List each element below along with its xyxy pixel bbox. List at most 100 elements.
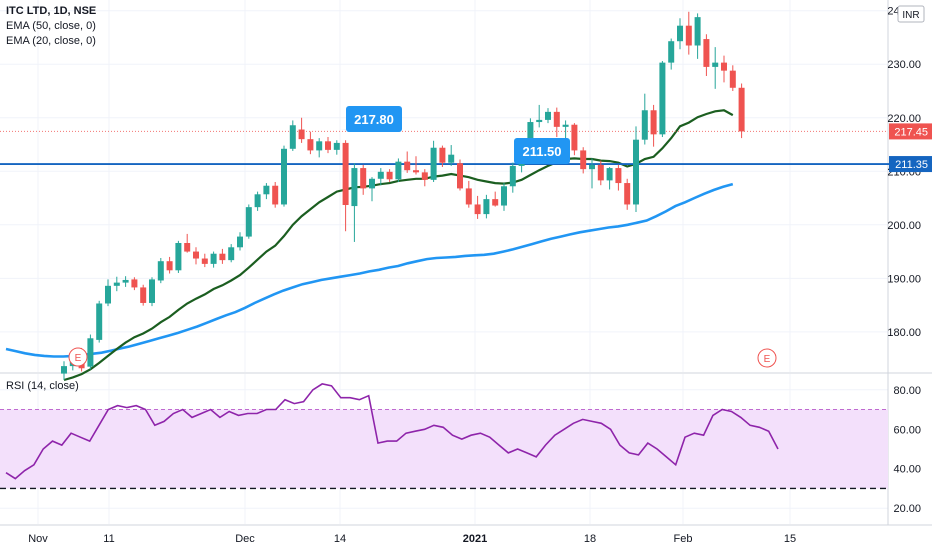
candle-body — [316, 141, 323, 151]
callout-211-50: 211.50 — [506, 138, 570, 164]
candle — [87, 334, 94, 370]
candle — [562, 120, 569, 139]
time-tick-label: 18 — [584, 533, 596, 545]
candle-body — [571, 124, 578, 151]
candle — [430, 140, 437, 182]
candle-body — [492, 199, 499, 206]
earnings-marker: E — [757, 348, 777, 368]
candle — [316, 138, 323, 158]
candle — [140, 284, 147, 306]
candle-body — [254, 194, 261, 208]
earnings-marker-circle — [68, 347, 88, 367]
candle-body — [105, 285, 111, 304]
candle-body — [457, 163, 463, 189]
candle-body — [404, 161, 411, 171]
candle-body — [641, 110, 648, 140]
callout-217-80-label: 217.80 — [354, 112, 394, 127]
candle — [360, 164, 367, 195]
candle-body — [553, 111, 560, 127]
candle — [333, 140, 340, 155]
chart-legend: ITC LTD, 1D, NSE EMA (50, close, 0) EMA … — [6, 4, 96, 49]
candle — [395, 158, 402, 182]
level-price-tag: 211.35 — [889, 156, 932, 173]
candle — [122, 276, 129, 287]
candle — [659, 61, 666, 138]
candle-body — [729, 70, 736, 88]
candle-body — [87, 338, 94, 367]
candle-body — [597, 164, 604, 181]
candle-body — [237, 236, 243, 248]
candle-body — [333, 142, 340, 150]
candle-body — [298, 129, 305, 140]
candle-body — [536, 119, 543, 123]
time-tick-label: 15 — [784, 533, 796, 545]
candle — [457, 159, 463, 191]
candle — [694, 13, 701, 59]
candle-body — [386, 171, 393, 180]
candle-body — [272, 185, 279, 205]
candle — [377, 168, 384, 186]
rsi-tick-label: 40.00 — [893, 464, 921, 476]
candle — [677, 18, 683, 50]
candle-body — [360, 168, 367, 189]
candle-body — [157, 261, 164, 281]
candle — [105, 279, 111, 307]
callout-211-50-box — [514, 138, 570, 164]
candle — [404, 151, 411, 173]
candle-body — [377, 171, 384, 179]
earnings-marker: E — [68, 347, 88, 367]
candle-body — [448, 154, 455, 163]
candle-body — [289, 125, 296, 149]
candle-body — [694, 17, 701, 46]
candle-body — [369, 178, 375, 189]
candle — [712, 47, 719, 89]
earnings-marker-circle — [757, 348, 777, 368]
candle — [201, 253, 208, 268]
candle — [685, 11, 692, 55]
candle-body — [421, 172, 428, 180]
rsi-tick-label: 20.00 — [893, 503, 921, 515]
candle-body — [545, 111, 551, 120]
candle — [272, 181, 279, 208]
candle — [157, 257, 164, 284]
candle-body — [509, 165, 516, 187]
candle — [219, 248, 226, 264]
candle-body — [140, 287, 147, 303]
candle-body — [580, 150, 587, 170]
candle-body — [325, 141, 331, 150]
candle-body — [131, 279, 138, 288]
currency-badge: INR — [897, 5, 925, 23]
candle — [175, 240, 182, 273]
candle — [465, 180, 472, 208]
candle — [166, 256, 173, 274]
candle — [254, 191, 261, 211]
candle — [703, 34, 710, 77]
candle-body — [184, 243, 191, 252]
candle — [342, 140, 349, 232]
candle — [624, 178, 631, 210]
candle — [615, 164, 622, 191]
rsi-band — [0, 409, 888, 489]
candle — [289, 120, 296, 151]
ema50-line — [5, 182, 734, 358]
candle-body — [483, 199, 490, 215]
currency-box — [897, 5, 925, 23]
candle — [325, 137, 331, 154]
callout-217-80: 217.80 — [340, 106, 402, 132]
candle — [298, 117, 305, 143]
legend-ema20: EMA (20, close, 0) — [6, 35, 96, 47]
candle — [210, 251, 217, 268]
candle-body — [413, 170, 419, 173]
currency-label: INR — [902, 10, 919, 21]
candle-body — [122, 279, 129, 283]
candle — [421, 169, 428, 187]
callout-217-80-box — [346, 106, 402, 132]
candle-body — [474, 204, 481, 215]
candle — [228, 244, 235, 263]
candle — [474, 195, 481, 219]
price-axis: 180.00190.00200.00210.00220.00230.00240.… — [887, 6, 921, 339]
candle-body — [589, 164, 595, 170]
candle — [545, 108, 551, 124]
symbol-title: ITC LTD, 1D, NSE — [6, 5, 97, 17]
